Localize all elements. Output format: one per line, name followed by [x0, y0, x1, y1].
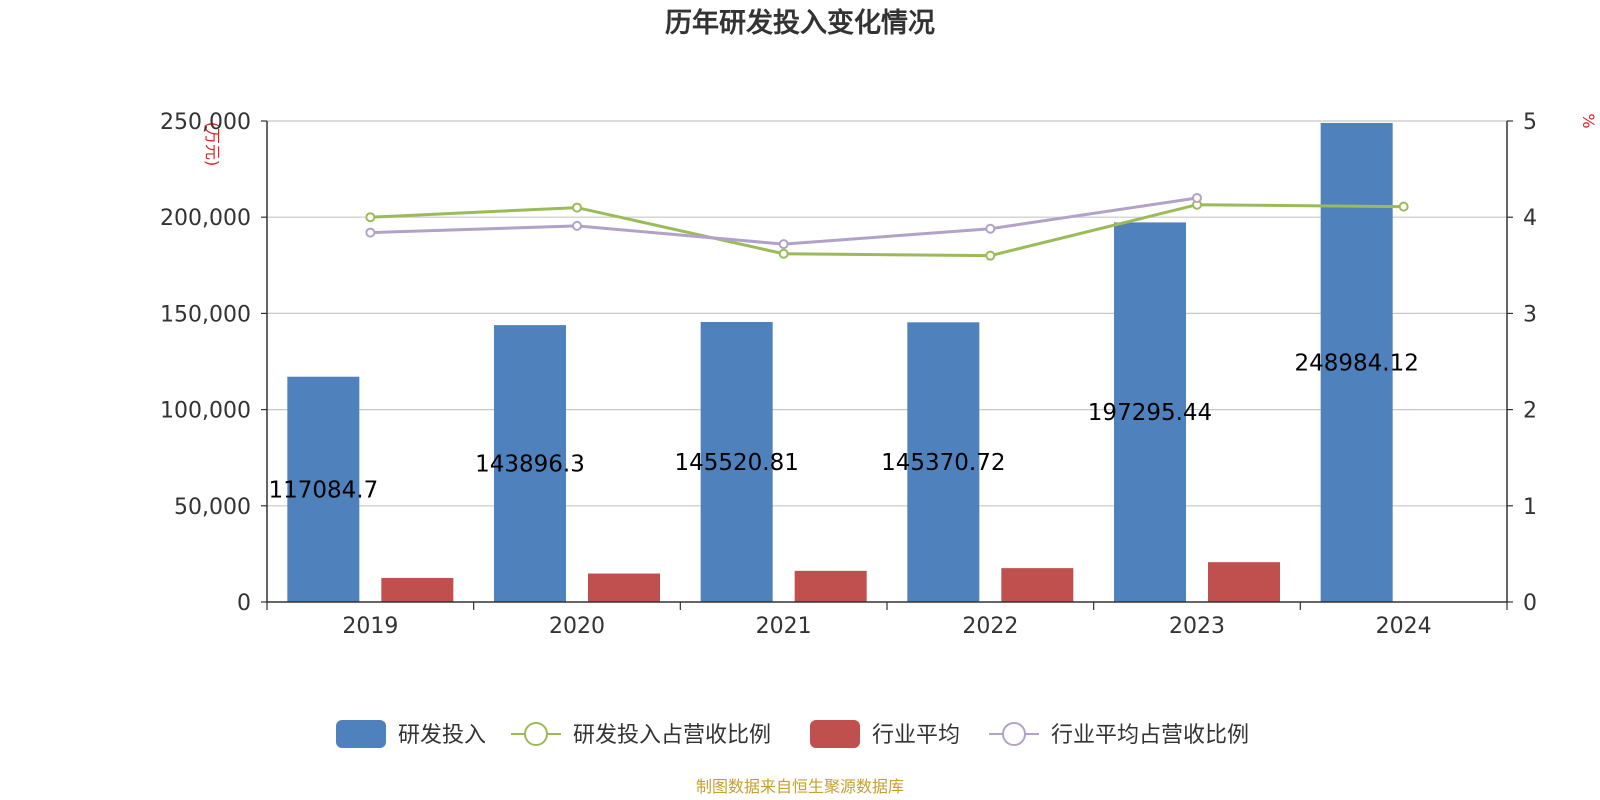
bar-industry-average: [1001, 568, 1074, 602]
line-industry-ratio: [370, 196, 1198, 246]
legend-item[interactable]: 行业平均: [810, 720, 960, 748]
y-right-tick-label: 5: [1523, 110, 1537, 135]
line-point: [985, 250, 996, 261]
y-right-tick-label: 4: [1523, 206, 1537, 231]
y-right-unit-label: %: [1579, 113, 1598, 128]
bar-industry-average: [1208, 562, 1280, 602]
y-right-tick-label: 1: [1523, 495, 1537, 520]
y-left-tick-label: 50,000: [174, 495, 251, 520]
legend-item[interactable]: 行业平均占营收比例: [989, 722, 1249, 748]
y-left-tick-label: 150,000: [160, 302, 251, 327]
y-left-tick-label: 250,000: [160, 110, 251, 135]
x-tick-label: 2019: [342, 614, 398, 639]
legend-label: 研发投入: [398, 723, 486, 748]
line-point: [572, 220, 582, 231]
y-left-unit-label: (万元): [203, 122, 222, 167]
legend-swatch-bar: [336, 720, 386, 748]
bar-rd-investment: [494, 325, 566, 602]
legend-swatch-marker: [524, 722, 548, 746]
bar-value-label: 197295.44: [1088, 400, 1212, 426]
legend-label: 行业平均: [872, 723, 960, 748]
data-labels: 117084.7 143896.3 145520.81 145370.72 197295…: [268, 350, 1418, 503]
bar-rd-investment: [287, 376, 360, 602]
bar-rd-investment: [1320, 122, 1393, 602]
grid-lines: [267, 120, 1507, 507]
series-lines: [365, 192, 1409, 261]
legend-label: 行业平均占营收比例: [1051, 723, 1249, 748]
bar-industry-average: [381, 577, 454, 602]
legend-swatch-bar: [810, 720, 860, 748]
x-tick-label: 2020: [549, 614, 605, 639]
x-tick-label: 2022: [962, 614, 1018, 639]
x-tick-label: 2024: [1376, 614, 1432, 639]
y-left-tick-label: 100,000: [160, 399, 251, 424]
y-right-tick-label: 2: [1523, 399, 1537, 424]
y-left-tick-label: 0: [237, 591, 251, 616]
source-note: 制图数据来自恒生聚源数据库: [696, 777, 904, 796]
line-point: [778, 248, 789, 259]
bar-value-label: 117084.7: [268, 477, 378, 503]
bars: [287, 122, 1393, 603]
legend[interactable]: 研发投入 研发投入占营收比例 行业平均 行业平均占营收比例: [336, 720, 1249, 748]
line-point: [778, 239, 789, 250]
bar-value-label: 143896.3: [475, 452, 585, 478]
bar-industry-average: [588, 573, 660, 602]
legend-swatch-marker: [1002, 722, 1026, 746]
y-left-tick-label: 200,000: [160, 206, 251, 231]
bar-value-label: 248984.12: [1294, 350, 1418, 376]
bar-value-label: 145370.72: [881, 450, 1005, 476]
line-point: [572, 202, 582, 213]
y-right-tick-label: 3: [1523, 302, 1537, 327]
bar-industry-average: [794, 570, 867, 602]
bar-value-label: 145520.81: [674, 450, 798, 476]
line-point: [365, 212, 376, 223]
line-point: [985, 223, 996, 234]
line-point: [365, 227, 376, 238]
legend-label: 研发投入占营收比例: [573, 723, 771, 748]
line-point: [1192, 192, 1202, 203]
chart-title: 历年研发投入变化情况: [665, 7, 935, 39]
bar-rd-investment: [1114, 222, 1186, 603]
x-tick-label: 2021: [756, 614, 812, 639]
x-tick-label: 2023: [1169, 614, 1225, 639]
axes: 0 0 50,000 1 100,000 2 150,000 3 200,000 4 250,000…: [160, 110, 1537, 639]
legend-item[interactable]: 研发投入占营收比例: [511, 722, 771, 748]
legend-item[interactable]: 研发投入: [336, 720, 486, 748]
y-right-tick-label: 0: [1523, 591, 1537, 616]
bar-rd-investment: [700, 322, 773, 602]
line-point: [1398, 201, 1409, 212]
line-rd-ratio: [370, 203, 1404, 258]
bar-rd-investment: [907, 322, 980, 602]
